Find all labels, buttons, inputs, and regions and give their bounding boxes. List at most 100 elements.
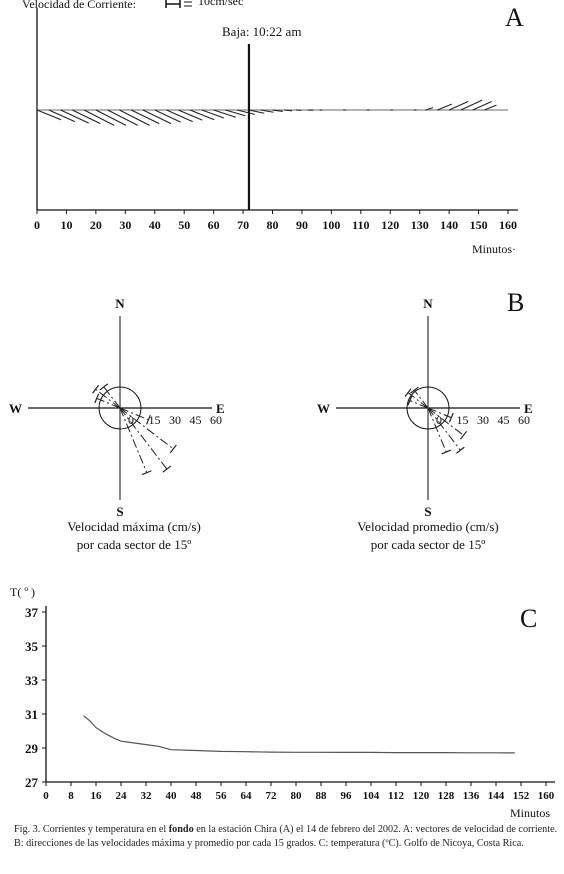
panel-c-x-label: Minutos [510, 806, 550, 820]
rose-ring-label: 0 [128, 413, 134, 427]
event-label: Baja: 10:22 am [222, 24, 301, 39]
velocity-vector [448, 101, 469, 111]
panel-c-x-tick-label: 40 [166, 790, 178, 802]
panel-c-x-tick-label: 152 [513, 790, 530, 802]
velocity-vectors [36, 99, 497, 126]
rose-ring-label: 45 [498, 413, 510, 427]
rose-spoke [413, 389, 429, 409]
rose-spoke-cap [99, 383, 109, 391]
rose-compass-south: S [116, 504, 123, 519]
rose-spoke-cap [94, 393, 100, 404]
rose-max-caption-line2: por cada sector de 15º [77, 537, 191, 552]
velocity-vector [36, 109, 62, 121]
panel-c-x-tick-label: 48 [191, 790, 203, 802]
panel-c-x-tick-label: 24 [116, 790, 128, 802]
velocity-vector [472, 101, 492, 111]
velocity-vector [119, 109, 150, 126]
velocity-vector [272, 109, 283, 112]
panel-a-x-tick-label: 110 [352, 218, 369, 232]
panel-b: B N S W E 0 15 30 45 60 N S W E 0 15 30 45 60 Velocidad … [9, 288, 533, 552]
panel-c-x-tick-label: 80 [291, 790, 303, 802]
panel-c-x-tick-label: 64 [241, 790, 253, 802]
velocity-vector [166, 109, 193, 123]
velocity-vector [237, 109, 255, 115]
rose-spoke [119, 407, 149, 421]
rose-spoke-cap [145, 414, 151, 425]
panel-a-x-ticks: 0 10 20 30 40 50 60 70 80 90 100 110 120 130 140 150 160 [34, 210, 517, 232]
figure-caption: Fig. 3. Corrientes y temperatura en el f… [14, 823, 559, 851]
panel-a-x-tick-label: 70 [237, 218, 249, 232]
rose-ring-label: 15 [457, 413, 469, 427]
rose-spoke-cap [441, 449, 452, 455]
panel-a: Velocidad de Corriente: 10cm/sec A Baja:… [22, 0, 524, 256]
panel-c-x-tick-label: 144 [488, 790, 505, 802]
rose-compass-north: N [423, 296, 433, 311]
rose-spoke [119, 407, 174, 450]
velocity-vector [425, 107, 434, 111]
rose-spoke-cap [460, 430, 468, 440]
rose-spoke [427, 407, 461, 451]
velocity-vector [60, 109, 90, 124]
rose-spoke [96, 397, 121, 409]
rose-ring-label: 30 [477, 413, 489, 427]
panel-a-x-label: Minutos· [472, 242, 516, 256]
panel-c-y-tick-label: 29 [25, 741, 39, 756]
rose-compass-west: W [317, 401, 330, 416]
panel-c-x-tick-label: 56 [216, 790, 228, 802]
panel-a-letter: A [505, 3, 524, 32]
rose-compass-south: S [424, 504, 431, 519]
rose-mean-caption-line2: por cada sector de 15º [371, 537, 485, 552]
velocity-vector [437, 103, 453, 111]
legend-value: 10cm/sec [198, 0, 243, 8]
panel-c-x-tick-label: 96 [341, 790, 353, 802]
rose-compass-east: E [216, 401, 225, 416]
panel-c-y-title: T( º ) [10, 585, 35, 599]
panel-c-y-tick-label: 31 [25, 707, 38, 722]
panel-a-x-tick-label: 100 [322, 218, 340, 232]
velocity-vector [142, 109, 172, 125]
rose-ring-label: 0 [436, 413, 442, 427]
rose-spoke [119, 407, 148, 473]
velocity-vector [189, 109, 215, 121]
panel-c-y-ticks: 37 35 33 31 29 27 [25, 605, 46, 790]
velocity-vector [154, 109, 181, 123]
velocity-vector [484, 104, 497, 111]
panel-a-x-tick-label: 130 [411, 218, 429, 232]
velocity-vector [248, 109, 265, 114]
panel-c-x-tick-label: 160 [538, 790, 555, 802]
rose-spoke [427, 407, 452, 419]
velocity-vector [72, 109, 101, 125]
rose-spoke-cap [162, 465, 172, 473]
panel-a-x-tick-label: 50 [178, 218, 190, 232]
rose-ring [406, 386, 450, 430]
rose-spoke-cap [92, 384, 100, 394]
panel-b-letter: B [507, 288, 524, 317]
rose-spoke [103, 386, 121, 409]
rose-spoke-cap [410, 386, 419, 394]
rose-spoke [95, 388, 121, 409]
panel-c-y-tick-label: 37 [25, 605, 39, 620]
panel-c-x-tick-label: 120 [413, 790, 430, 802]
rose-max-caption-line1: Velocidad máxima (cm/s) [67, 519, 201, 534]
panel-a-x-tick-label: 20 [90, 218, 102, 232]
velocity-vector [260, 109, 274, 113]
velocity-vector [213, 109, 237, 118]
rose-spoke [409, 400, 429, 409]
panel-a-x-tick-label: 30 [119, 218, 131, 232]
panel-a-x-tick-label: 40 [149, 218, 161, 232]
legend-scale-icon [165, 0, 192, 8]
rose-spoke [407, 392, 429, 409]
legend-label: Velocidad de Corriente: [22, 0, 136, 11]
panel-c-x-ticks: 0 8 16 24 32 40 48 56 64 72 80 88 96 104 112 120 128 136 1… [43, 782, 555, 802]
rose-spoke-cap [404, 388, 412, 397]
rose-ring-label: 60 [210, 413, 222, 427]
panel-c-y-tick-label: 35 [25, 639, 39, 654]
panel-a-x-tick-label: 90 [296, 218, 308, 232]
caption-part1: Fig. 3. Corrientes y temperatura en el [14, 824, 169, 835]
panel-a-x-tick-label: 140 [440, 218, 458, 232]
rose-ring [98, 386, 142, 430]
rose-spoke [427, 407, 447, 453]
panel-a-x-tick-label: 10 [60, 218, 72, 232]
rose-compass-west: W [9, 401, 22, 416]
rose-spoke [119, 407, 168, 470]
